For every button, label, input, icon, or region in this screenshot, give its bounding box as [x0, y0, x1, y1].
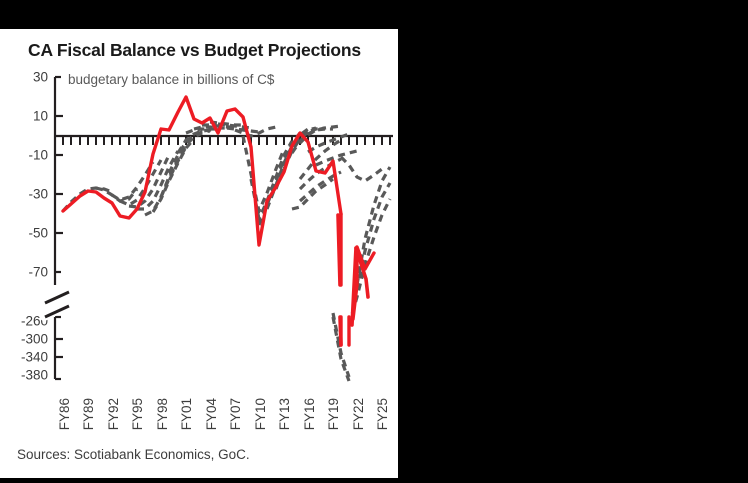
axis-break-marker [40, 287, 74, 321]
ytick-label-30: 30 [32, 69, 48, 85]
actual-balance-line-recent [336, 213, 370, 347]
ytick-label-neg340: -340 [20, 349, 48, 365]
ytick-label-neg10: -10 [28, 147, 48, 163]
actual-balance-line [61, 95, 376, 347]
plot-area [40, 75, 393, 382]
ytick-label-neg50: -50 [28, 225, 48, 241]
ytick-label-neg30: -30 [28, 186, 48, 202]
y-axis-upper [53, 75, 63, 285]
ytick-label-neg70: -70 [28, 264, 48, 280]
chart-subtitle: budgetary balance in billions of C$ [68, 72, 275, 87]
sources-note: Sources: Scotiabank Economics, GoC. [17, 447, 250, 462]
y-axis-lower [53, 315, 63, 381]
ytick-label-neg380: -380 [20, 367, 48, 383]
page-title: CA Fiscal Balance vs Budget Projections [28, 40, 361, 60]
ytick-label-neg300: -300 [20, 331, 48, 347]
ytick-label-10: 10 [32, 108, 48, 124]
chart-panel: CA Fiscal Balance vs Budget Projections … [0, 29, 398, 478]
zero-axis-line [55, 134, 393, 145]
